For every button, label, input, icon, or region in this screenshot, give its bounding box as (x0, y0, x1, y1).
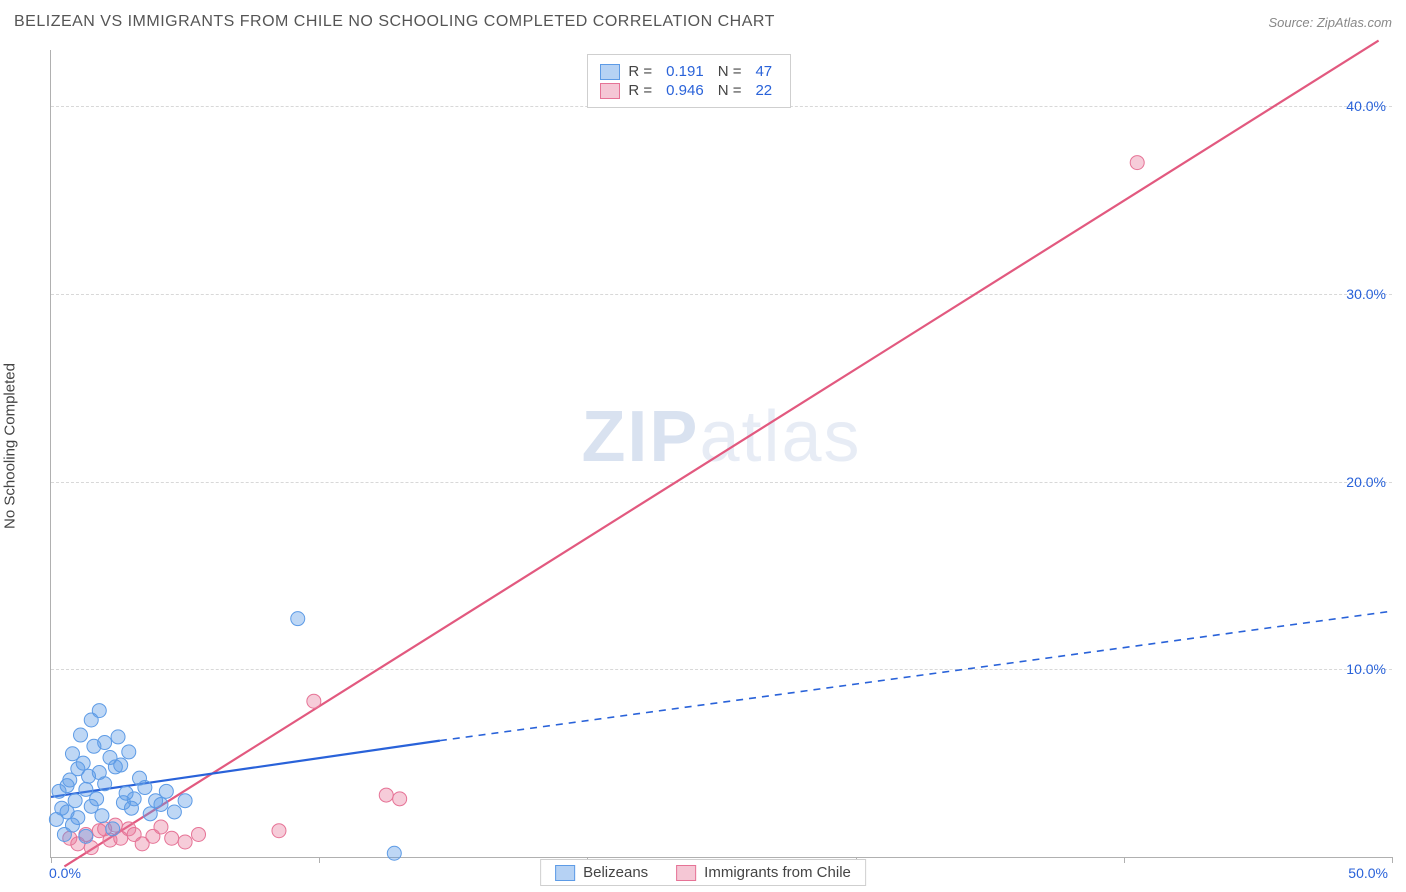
y-axis-title: No Schooling Completed (2, 363, 19, 529)
data-point-belizeans (387, 846, 401, 860)
data-point-chile (272, 824, 286, 838)
swatch-blue-icon (600, 64, 620, 80)
chart-svg (51, 50, 1392, 857)
data-point-chile (307, 694, 321, 708)
data-point-chile (393, 792, 407, 806)
data-point-belizeans (76, 756, 90, 770)
data-point-belizeans (68, 794, 82, 808)
n-value: 22 (755, 82, 772, 99)
data-point-chile (192, 827, 206, 841)
data-point-belizeans (92, 704, 106, 718)
data-point-belizeans (167, 805, 181, 819)
data-point-chile (1130, 156, 1144, 170)
n-label: N = (718, 63, 742, 80)
n-value: 47 (755, 63, 772, 80)
swatch-pink-icon (600, 83, 620, 99)
x-tick-label-max: 50.0% (1348, 865, 1388, 881)
data-point-belizeans (114, 758, 128, 772)
data-point-belizeans (98, 736, 112, 750)
data-point-belizeans (106, 822, 120, 836)
legend-stats: R = 0.191 N = 47 R = 0.946 N = 22 (587, 54, 791, 108)
data-point-chile (165, 831, 179, 845)
trendline-chile (64, 41, 1378, 867)
plot-area: ZIPatlas 10.0%20.0%30.0%40.0% R = 0.191 … (50, 50, 1392, 858)
chart-title: BELIZEAN VS IMMIGRANTS FROM CHILE NO SCH… (14, 13, 775, 31)
data-point-belizeans (90, 792, 104, 806)
legend-row-blue: R = 0.191 N = 47 (600, 63, 778, 80)
legend-bottom: Belizeans Immigrants from Chile (540, 859, 866, 886)
legend-label: Immigrants from Chile (704, 864, 851, 881)
n-label: N = (718, 82, 742, 99)
data-point-chile (178, 835, 192, 849)
data-point-belizeans (154, 797, 168, 811)
x-tick (51, 857, 52, 863)
r-value: 0.191 (666, 63, 704, 80)
data-point-belizeans (291, 612, 305, 626)
data-point-belizeans (178, 794, 192, 808)
r-label: R = (628, 82, 652, 99)
data-point-belizeans (159, 784, 173, 798)
data-point-belizeans (122, 745, 136, 759)
r-value: 0.946 (666, 82, 704, 99)
x-tick (1392, 857, 1393, 863)
chart-header: BELIZEAN VS IMMIGRANTS FROM CHILE NO SCH… (0, 0, 1406, 44)
x-tick (1124, 857, 1125, 863)
data-point-belizeans (74, 728, 88, 742)
data-point-belizeans (111, 730, 125, 744)
data-point-chile (379, 788, 393, 802)
swatch-blue-icon (555, 865, 575, 881)
legend-item-chile: Immigrants from Chile (676, 864, 851, 881)
data-point-belizeans (79, 829, 93, 843)
x-tick (319, 857, 320, 863)
legend-label: Belizeans (583, 864, 648, 881)
data-point-belizeans (98, 777, 112, 791)
trendline-belizeans-dashed (440, 611, 1392, 740)
data-point-belizeans (138, 781, 152, 795)
chart-source: Source: ZipAtlas.com (1268, 15, 1392, 30)
data-point-belizeans (71, 811, 85, 825)
legend-row-pink: R = 0.946 N = 22 (600, 82, 778, 99)
data-point-belizeans (127, 792, 141, 806)
r-label: R = (628, 63, 652, 80)
data-point-chile (154, 820, 168, 834)
swatch-pink-icon (676, 865, 696, 881)
x-tick-label-min: 0.0% (49, 865, 81, 881)
data-point-belizeans (95, 809, 109, 823)
legend-item-belizeans: Belizeans (555, 864, 648, 881)
